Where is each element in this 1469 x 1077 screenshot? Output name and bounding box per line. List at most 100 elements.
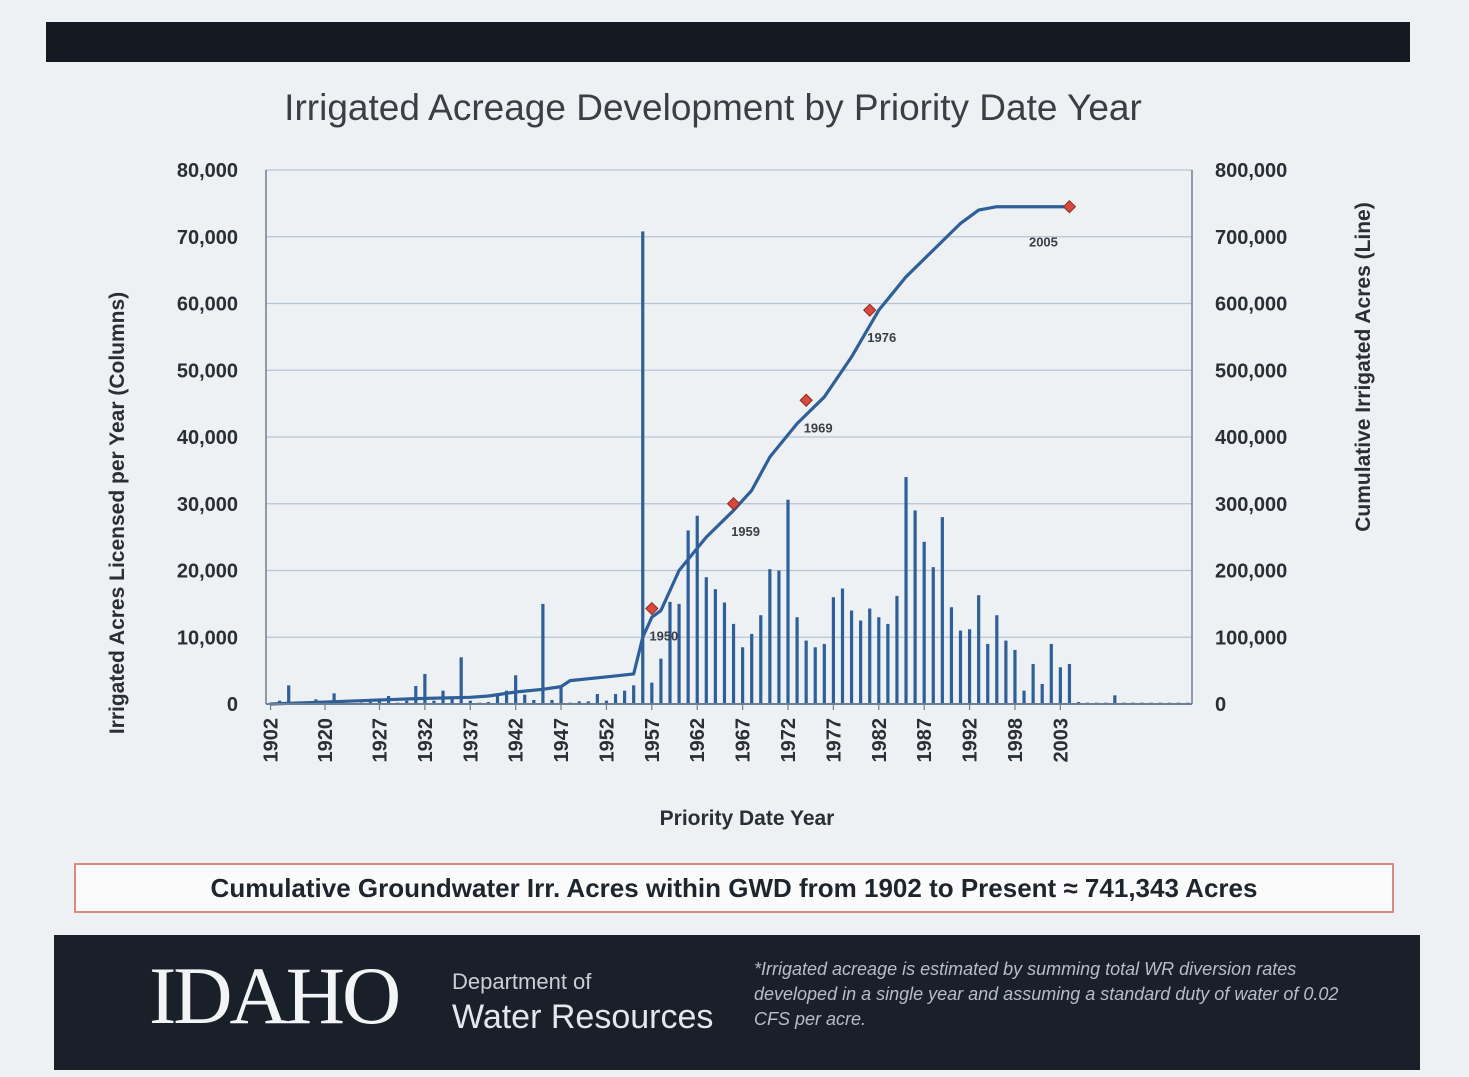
bar bbox=[468, 700, 472, 704]
x-tick-label: 1977 bbox=[823, 718, 845, 763]
bar bbox=[577, 701, 581, 704]
bar bbox=[768, 569, 772, 704]
footer-banner: IDAHO Department of Water Resources *Irr… bbox=[54, 935, 1420, 1070]
bar bbox=[695, 515, 699, 704]
x-tick-label: 1937 bbox=[460, 718, 482, 763]
bar bbox=[750, 633, 754, 704]
bar bbox=[922, 541, 926, 704]
bar bbox=[450, 696, 454, 704]
bar-series bbox=[268, 231, 1190, 704]
y2-tick-label: 700,000 bbox=[1215, 227, 1287, 249]
bar bbox=[859, 620, 863, 704]
bar bbox=[1022, 690, 1026, 704]
bar bbox=[650, 682, 654, 704]
x-axis-ticks: 1902 1920 1927 1932 1937 1942 1947 1952 1957 1962… bbox=[261, 704, 1072, 763]
y2-tick-label: 800,000 bbox=[1215, 160, 1287, 182]
annotation-label: 1976 bbox=[867, 330, 896, 345]
irrigated-acreage-chart: Irrigated Acreage Development by Priorit… bbox=[106, 87, 1375, 830]
y2-tick-label: 200,000 bbox=[1215, 561, 1287, 583]
bar bbox=[486, 701, 491, 704]
y-tick-label: 0 bbox=[227, 694, 238, 716]
x-tick-label: 1942 bbox=[506, 718, 528, 763]
x-tick-label: 1932 bbox=[415, 718, 437, 763]
bar bbox=[904, 477, 908, 704]
bar bbox=[523, 694, 527, 704]
bar bbox=[822, 643, 826, 704]
bar bbox=[595, 693, 599, 704]
left-axis-ticks: 0 10,000 20,000 30,000 40,000 50,000 60,000 70,… bbox=[177, 160, 238, 716]
bar bbox=[986, 643, 990, 704]
bar bbox=[913, 510, 917, 704]
y-tick-label: 80,000 bbox=[177, 160, 238, 182]
x-tick-label: 2003 bbox=[1050, 718, 1072, 763]
bar bbox=[622, 690, 627, 704]
bar bbox=[786, 499, 790, 704]
gridlines bbox=[266, 169, 1192, 705]
bar bbox=[804, 640, 808, 704]
bar bbox=[704, 577, 708, 704]
x-tick-label: 1998 bbox=[1005, 718, 1027, 763]
bar bbox=[641, 231, 645, 704]
y-tick-label: 50,000 bbox=[177, 360, 238, 382]
bar bbox=[713, 589, 717, 704]
x-tick-label: 1987 bbox=[914, 718, 936, 763]
bar bbox=[840, 588, 845, 704]
bar bbox=[1040, 683, 1044, 704]
bar bbox=[777, 570, 781, 704]
x-tick-label: 1920 bbox=[315, 718, 337, 763]
cumulative-line-series bbox=[270, 205, 1070, 706]
x-tick-label: 1972 bbox=[778, 718, 800, 763]
bar bbox=[967, 629, 972, 704]
y2-tick-label: 100,000 bbox=[1215, 627, 1287, 649]
bar bbox=[514, 675, 518, 704]
y-tick-label: 20,000 bbox=[177, 561, 238, 583]
bar bbox=[586, 701, 590, 704]
x-tick-label: 1982 bbox=[869, 718, 891, 763]
x-tick-label: 1962 bbox=[687, 718, 709, 763]
cumulative-line bbox=[270, 205, 1070, 706]
bar bbox=[958, 630, 963, 704]
y-tick-label: 40,000 bbox=[177, 427, 238, 449]
year-annotations: 1950 1959 1969 1976 2005 bbox=[645, 200, 1077, 644]
bar bbox=[432, 700, 436, 704]
bar bbox=[795, 617, 799, 704]
water-resources-label: Water Resources bbox=[452, 998, 714, 1036]
y-tick-label: 70,000 bbox=[177, 227, 238, 249]
right-axis-label: Cumulative Irrigated Acres (Line) bbox=[1352, 202, 1375, 531]
bar bbox=[741, 647, 745, 704]
bar bbox=[423, 673, 427, 704]
bar bbox=[895, 595, 899, 704]
bar bbox=[813, 647, 817, 704]
bar bbox=[377, 700, 382, 704]
y-tick-label: 10,000 bbox=[177, 627, 238, 649]
footnote: *Irrigated acreage is estimated by summi… bbox=[754, 959, 1339, 1030]
annotation-marker bbox=[726, 497, 741, 511]
bar bbox=[632, 685, 636, 704]
bar bbox=[1049, 643, 1053, 704]
annotation-label: 1950 bbox=[649, 629, 678, 644]
y-tick-label: 30,000 bbox=[177, 494, 238, 516]
bar bbox=[559, 687, 563, 704]
bar bbox=[877, 617, 881, 704]
y2-tick-label: 400,000 bbox=[1215, 427, 1287, 449]
bar bbox=[668, 601, 672, 704]
bar bbox=[686, 530, 690, 704]
bar bbox=[659, 658, 663, 704]
bar bbox=[414, 685, 418, 704]
bar bbox=[731, 623, 736, 704]
y2-tick-label: 0 bbox=[1215, 694, 1226, 716]
x-axis-label: Priority Date Year bbox=[660, 807, 835, 830]
annotation-label: 2005 bbox=[1029, 235, 1058, 250]
x-tick-label: 1967 bbox=[733, 718, 755, 763]
x-tick-label: 1947 bbox=[551, 718, 573, 763]
bar bbox=[995, 615, 999, 704]
bar bbox=[977, 595, 981, 704]
bar bbox=[1058, 667, 1062, 704]
bar bbox=[886, 623, 890, 704]
y2-tick-label: 300,000 bbox=[1215, 494, 1287, 516]
bar bbox=[849, 610, 854, 704]
bar bbox=[1076, 701, 1081, 704]
bar bbox=[532, 699, 536, 704]
bar bbox=[613, 693, 618, 704]
